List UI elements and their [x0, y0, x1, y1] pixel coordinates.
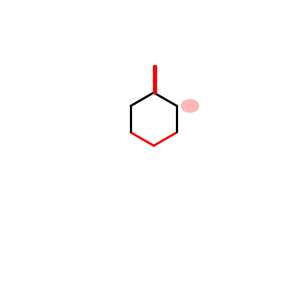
Ellipse shape	[181, 99, 199, 113]
